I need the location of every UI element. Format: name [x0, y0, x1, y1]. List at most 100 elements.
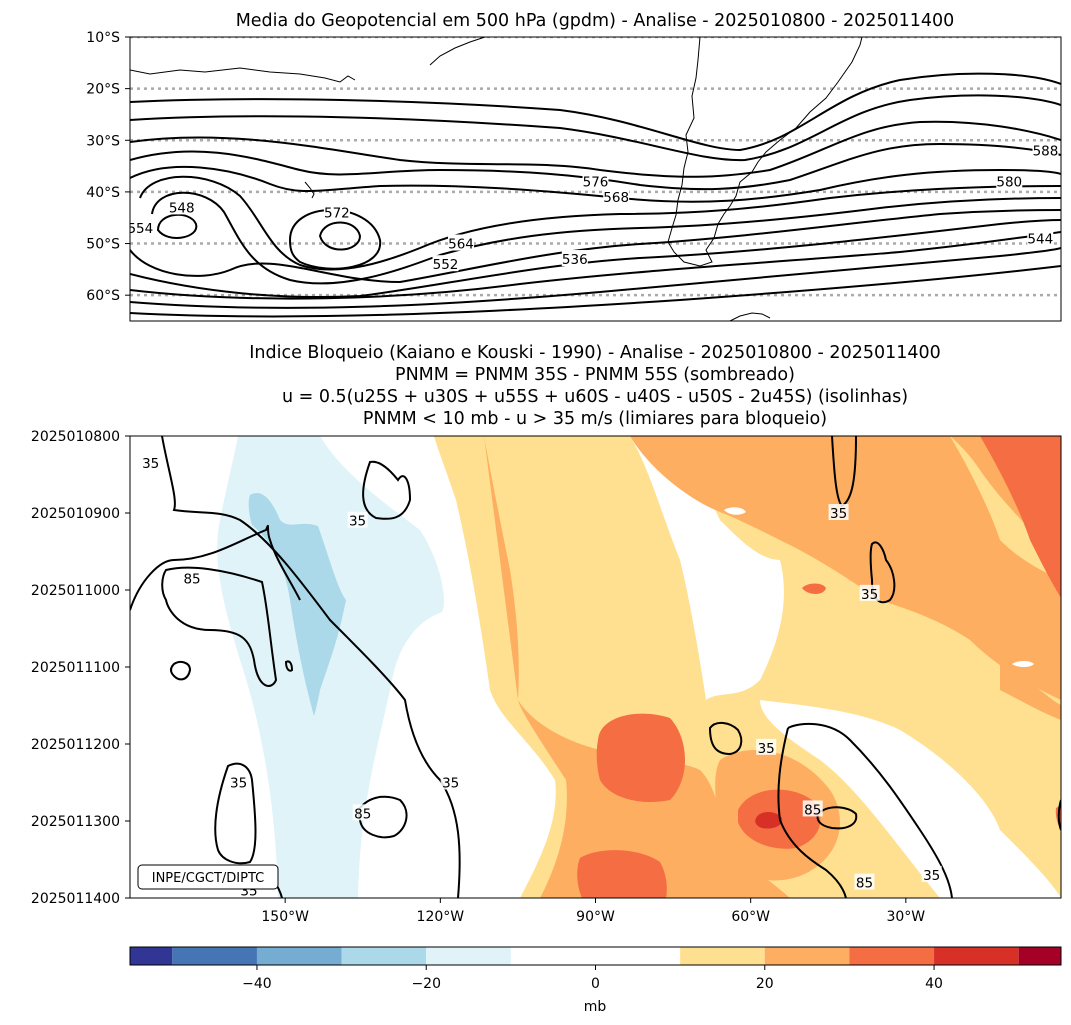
colorbar-cell	[764, 947, 850, 965]
u-isoline-label: 35	[830, 506, 847, 522]
u-label-bg	[756, 738, 777, 755]
isoline-label: 554	[127, 221, 153, 237]
colorbar-tick-label: 0	[591, 976, 600, 992]
isoline	[130, 265, 1061, 318]
bottom-title-line: PNMM = PNMM 35S - PNMM 55S (sombreado)	[395, 365, 795, 385]
colorbar-tick-label: 20	[756, 976, 774, 992]
isoline	[130, 247, 1061, 309]
colorbar-tick-label: 40	[925, 976, 943, 992]
isoline-label: 572	[324, 206, 350, 222]
latitude-ticks: 10°S 20°S 30°S 40°S 50°S 60°S	[86, 30, 130, 304]
isoline-label-bg	[603, 188, 630, 205]
u-isoline-label: 85	[354, 806, 371, 822]
isoline-label: 588	[1033, 144, 1059, 160]
shade-pos-20-to-30	[1000, 660, 1061, 720]
latitude-tick-label: 60°S	[86, 288, 120, 304]
colorbar-cell	[1018, 947, 1061, 965]
isoline	[130, 94, 1061, 162]
shade-pos-30-to-40	[980, 436, 1061, 598]
bottom-title-block: Indice Bloqueio (Kaiano e Kouski - 1990)…	[249, 343, 941, 429]
u-label-bg	[854, 873, 875, 890]
isoline-label: 568	[603, 190, 629, 206]
colorbar-cell	[256, 947, 342, 965]
date-tick-label: 2025011200	[31, 737, 120, 753]
u-isoline-label: 85	[804, 802, 821, 818]
africa-coast	[429, 37, 486, 66]
isoline	[139, 175, 1061, 271]
colorbar-label: mb	[584, 999, 607, 1015]
u-isoline-label: 35	[442, 776, 459, 792]
colorbar-tick-label: −20	[411, 976, 441, 992]
shade-pos-40-to-50	[755, 812, 783, 829]
colorbar-cells	[130, 947, 1061, 965]
u-label-bg	[802, 800, 823, 817]
longitude-tick-label: 60°W	[731, 909, 770, 925]
colorbar: −40 −20 0 20 40 mb	[129, 946, 1062, 1015]
longitude-tick-label: 150°W	[261, 909, 309, 925]
u-isoline-label: 35	[142, 456, 159, 472]
isoline-label-bg	[561, 250, 588, 267]
shade-neutral-hole	[630, 436, 784, 700]
top-title: Media do Geopotencial em 500 hPa (gpdm) …	[236, 11, 955, 31]
latitude-tick-label: 30°S	[86, 133, 120, 149]
isoline-label: 576	[583, 175, 609, 191]
u-label-bg	[140, 453, 161, 470]
shade-pos-30-to-40	[577, 850, 667, 898]
u-contour	[1057, 799, 1061, 831]
u-isoline-label: 35	[230, 776, 247, 792]
u-contour	[130, 524, 301, 611]
u-contour	[362, 460, 412, 520]
colorbar-cell	[426, 947, 511, 965]
date-tick-label: 2025011300	[31, 814, 120, 830]
u-label-bg	[859, 584, 880, 601]
date-tick-label: 2025011100	[31, 660, 120, 676]
longitude-ticks: 150°W 120°W 90°W 60°W 30°W	[261, 898, 925, 925]
isoline	[130, 219, 1061, 298]
isoline	[156, 213, 198, 239]
latitude-tick-label: 40°S	[86, 185, 120, 201]
colorbar-cell	[341, 947, 427, 965]
isoline	[318, 221, 362, 251]
date-ticks: 2025010800 2025010900 2025011000 2025011100…	[31, 429, 130, 907]
date-tick-label: 2025010900	[31, 506, 120, 522]
isoline-label: 580	[996, 175, 1022, 191]
isoline	[130, 231, 1061, 300]
top-frame	[129, 36, 1062, 322]
longitude-tick-label: 30°W	[886, 909, 925, 925]
isoline-label-bg	[432, 255, 459, 272]
bottom-title-line: u = 0.5(u25S + u30S + u55S + u60S - u40S…	[282, 387, 908, 407]
u-label-bg	[440, 773, 461, 790]
u-isoline-label: 35	[349, 514, 366, 530]
u-label-bg	[228, 773, 249, 790]
colorbar-cell	[934, 947, 1019, 965]
coastlines	[130, 37, 863, 321]
isoline	[288, 209, 382, 270]
isoline	[130, 209, 1061, 284]
isoline-label-bg	[168, 198, 195, 215]
u-contour	[816, 806, 858, 830]
u-label-bg	[828, 504, 849, 520]
credit-text: INPE/CGCT/DIPTC	[152, 871, 264, 886]
date-tick-label: 2025010800	[31, 429, 120, 445]
u-label-bg	[182, 569, 203, 586]
u-label-bg	[352, 804, 373, 821]
isoline-label-bg	[1032, 141, 1059, 158]
isoline-label: 536	[562, 252, 588, 268]
colorbar-ticks: −40 −20 0 20 40	[242, 965, 943, 992]
colorbar-cell	[680, 947, 765, 965]
u-label-bg	[347, 511, 368, 528]
australia-coast	[130, 67, 356, 83]
pnmm-shading	[217, 436, 1061, 898]
south-america-coast	[667, 37, 863, 267]
date-tick-label: 2025011400	[31, 891, 120, 907]
u-contour	[869, 541, 896, 604]
shade-neutral-hole	[760, 700, 1061, 898]
colorbar-tick-label: −40	[242, 976, 272, 992]
shade-pos-30-to-40	[802, 583, 826, 594]
colorbar-cell	[510, 947, 681, 965]
blocking-index-hovmoller: Indice Bloqueio (Kaiano e Kouski - 1990)…	[31, 343, 1062, 925]
colorbar-cell	[130, 947, 173, 965]
u-isoline-label: 85	[856, 876, 873, 892]
